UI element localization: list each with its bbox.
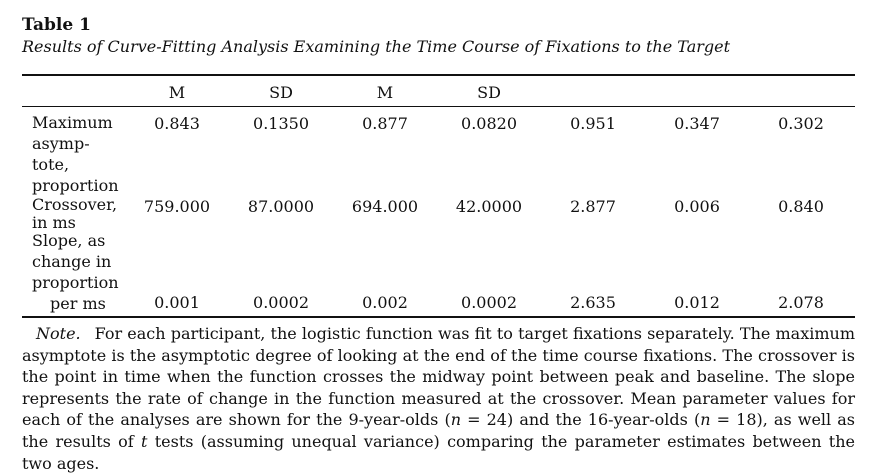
table-number: Table 1 (22, 15, 91, 35)
table-cell: 0.1350 (253, 114, 309, 133)
bottom-rule (22, 316, 855, 318)
table-title: Results of Curve-Fitting Analysis Examin… (22, 37, 731, 56)
top-rule (22, 74, 855, 76)
row-label-line: Maximum (32, 113, 113, 132)
table-cell: 0.840 (778, 197, 824, 216)
row-label-line: Crossover, (32, 195, 118, 214)
note-text: = 18), as well as the results of (22, 410, 856, 451)
row-label-line: in ms (32, 213, 76, 232)
header-m-group2: M (376, 83, 394, 102)
row-label-crossover: Crossover, in ms (32, 196, 122, 232)
row-label-line: per ms (50, 294, 106, 313)
row-label-slope: Slope, as change in proportion per ms (32, 230, 122, 314)
table-cell: 0.001 (154, 293, 200, 312)
note-text: = 24) and the 16-year-olds ( (461, 410, 701, 430)
row-label-line: proportion (32, 176, 119, 195)
note-n-symbol: n (700, 410, 711, 430)
table-cell: 2.078 (778, 293, 824, 312)
row-label-line: proportion (32, 273, 119, 292)
table-cell: 0.347 (674, 114, 720, 133)
row-label-maximum-asymptote: Maximum asymp- tote, proportion (32, 112, 122, 196)
header-m-group1: M (168, 83, 186, 102)
table-cell: 2.877 (570, 197, 616, 216)
table-cell: 2.635 (570, 293, 616, 312)
note-text: For each participant, the logistic funct… (22, 324, 855, 430)
table-cell: 0.0002 (461, 293, 517, 312)
table-cell: 759.000 (143, 197, 211, 216)
table-cell: 0.0820 (461, 114, 517, 133)
note-text: tests (assuming unequal variance) compar… (22, 431, 856, 473)
table-cell: 0.877 (362, 114, 408, 133)
header-sd-group1: SD (269, 83, 293, 102)
table-cell: 0.951 (570, 114, 616, 133)
row-label-line: tote, (32, 155, 70, 174)
table-cell: 42.0000 (455, 197, 523, 216)
note-n-symbol: n (450, 410, 462, 430)
table-note: Note. For each participant, the logistic … (22, 323, 855, 474)
table-cell: 0.302 (778, 114, 824, 133)
header-rule (22, 106, 855, 107)
row-label-line: Slope, as (32, 231, 106, 250)
note-label: Note. (36, 324, 81, 343)
table-cell: 0.006 (674, 197, 720, 216)
table-cell: 0.0002 (253, 293, 309, 312)
table-cell: 0.012 (674, 293, 720, 312)
table-cell: 0.002 (362, 293, 408, 312)
header-sd-group2: SD (477, 83, 501, 102)
table-cell: 87.0000 (247, 197, 315, 216)
note-t-symbol: t (141, 431, 148, 451)
table-cell: 694.000 (351, 197, 419, 216)
row-label-line: asymp- (32, 134, 90, 153)
row-label-line: change in (32, 252, 112, 271)
table-cell: 0.843 (154, 114, 200, 133)
